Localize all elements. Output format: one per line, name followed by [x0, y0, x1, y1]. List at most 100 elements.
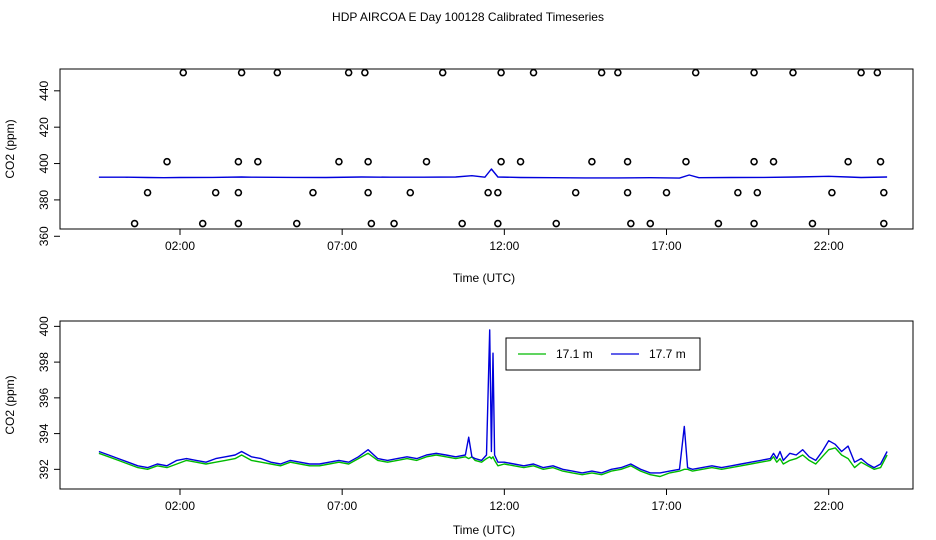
data-point — [494, 188, 502, 197]
panel-bottom-ylabel: CO2 (ppm) — [3, 375, 17, 434]
data-point — [588, 157, 596, 166]
data-point — [714, 219, 723, 228]
data-point — [364, 188, 372, 197]
data-point — [254, 157, 262, 166]
panel-bottom-xlabel: Time (UTC) — [453, 523, 515, 537]
data-point — [234, 157, 243, 166]
panel-top: Time (UTC) CO2 (ppm) 02:00 07:00 12:00 17:0… — [3, 68, 914, 285]
data-point — [234, 188, 243, 197]
y-tick-label: 440 — [37, 80, 51, 100]
data-point — [163, 157, 171, 166]
series-line-17-1-m — [98, 447, 888, 478]
data-point — [614, 68, 622, 77]
x-tick-label: 17:00 — [651, 499, 681, 513]
y-tick-label: 360 — [37, 226, 51, 246]
x-tick-label: 22:00 — [814, 239, 844, 253]
panel-top-xlabel: Time (UTC) — [453, 271, 515, 285]
panel-top-y-axis: 360 380 400 420 440 — [37, 80, 60, 246]
data-point — [364, 157, 372, 166]
data-point — [808, 219, 817, 228]
data-point — [484, 188, 492, 197]
data-point — [494, 219, 502, 228]
data-point — [828, 188, 836, 197]
panel-bottom-series — [98, 329, 888, 478]
data-point — [344, 68, 353, 77]
data-point — [179, 68, 188, 77]
x-tick-label: 12:00 — [489, 499, 519, 513]
data-point — [438, 68, 447, 77]
y-tick-label: 380 — [37, 190, 51, 210]
data-point — [880, 219, 888, 228]
data-point — [769, 157, 778, 166]
data-point — [623, 188, 632, 197]
panel-bottom-frame — [59, 320, 914, 490]
data-point — [367, 219, 376, 228]
data-point — [143, 188, 152, 197]
data-point — [529, 68, 538, 77]
panel-bottom-y-axis: 392 394 396 398 400 — [37, 316, 60, 479]
y-tick-label: 400 — [37, 316, 51, 336]
y-tick-label: 394 — [37, 423, 51, 443]
data-point — [880, 188, 888, 197]
y-tick-label: 400 — [37, 153, 51, 173]
data-point — [390, 219, 398, 228]
data-point — [691, 68, 700, 77]
data-point — [873, 68, 882, 77]
data-point — [422, 157, 431, 166]
x-tick-label: 02:00 — [165, 239, 195, 253]
data-point — [552, 219, 561, 228]
data-point — [497, 157, 505, 166]
x-tick-label: 22:00 — [814, 499, 844, 513]
data-point — [597, 68, 606, 77]
x-tick-label: 12:00 — [489, 239, 519, 253]
panel-bottom: Time (UTC) CO2 (ppm) 02:00 07:00 12:00 17:0… — [3, 316, 914, 537]
data-point — [361, 68, 369, 77]
data-point — [211, 188, 220, 197]
data-point — [234, 219, 243, 228]
legend-label-17-7m: 17.7 m — [649, 347, 686, 361]
data-point — [734, 188, 742, 197]
data-point — [273, 68, 282, 77]
panel-top-points — [130, 68, 888, 228]
legend-label-17-1m: 17.1 m — [556, 347, 593, 361]
x-tick-label: 07:00 — [327, 499, 357, 513]
data-point — [623, 157, 632, 166]
data-point — [571, 188, 580, 197]
data-point — [876, 157, 885, 166]
data-point — [646, 219, 655, 228]
y-tick-label: 396 — [37, 388, 51, 408]
panel-top-ylabel: CO2 (ppm) — [3, 119, 17, 178]
data-point — [292, 219, 301, 228]
data-point — [130, 219, 139, 228]
data-point — [237, 68, 246, 77]
data-point — [750, 157, 758, 166]
page-title: HDP AIRCOA E Day 100128 Calibrated Times… — [332, 10, 604, 24]
data-point — [750, 68, 758, 77]
data-point — [335, 157, 343, 166]
data-point — [753, 188, 762, 197]
series-line-0-0 — [98, 168, 888, 179]
data-point — [627, 219, 635, 228]
panel-top-x-axis: 02:00 07:00 12:00 17:00 22:00 — [165, 229, 844, 253]
series-line-17-7-m — [98, 329, 888, 474]
data-point — [662, 188, 671, 197]
data-point — [406, 188, 415, 197]
panel-top-frame — [59, 68, 914, 230]
y-tick-label: 392 — [37, 459, 51, 479]
panel-top-series — [98, 168, 888, 179]
y-tick-label: 398 — [37, 352, 51, 372]
x-tick-label: 17:00 — [651, 239, 681, 253]
x-tick-label: 02:00 — [165, 499, 195, 513]
data-point — [682, 157, 690, 166]
data-point — [789, 68, 797, 77]
data-point — [497, 68, 505, 77]
data-point — [844, 157, 852, 166]
data-point — [516, 157, 525, 166]
panel-bottom-x-axis: 02:00 07:00 12:00 17:00 22:00 — [165, 489, 844, 513]
data-point — [857, 68, 865, 77]
data-point — [750, 219, 758, 228]
x-tick-label: 07:00 — [327, 239, 357, 253]
data-point — [198, 219, 207, 228]
y-tick-label: 420 — [37, 117, 51, 137]
